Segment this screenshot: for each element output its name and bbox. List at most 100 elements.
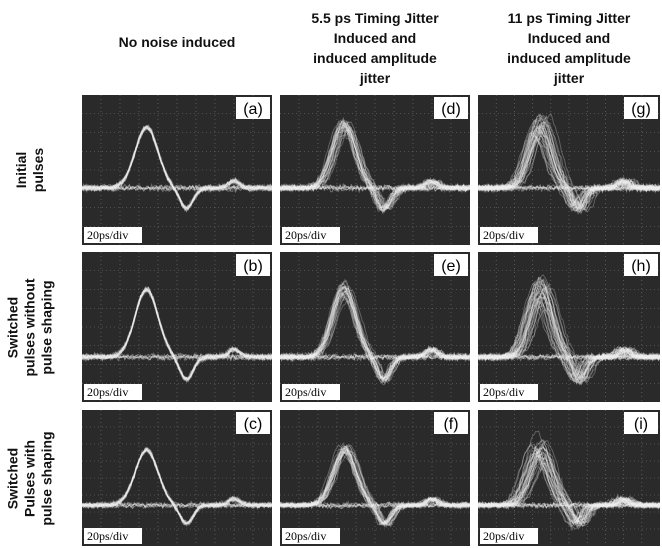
scope-panel: (e) 20ps/div [280, 252, 470, 402]
trace [478, 430, 660, 532]
trace [280, 121, 470, 209]
trace [478, 139, 660, 205]
baseline-trace [82, 352, 272, 362]
baseline-trace [478, 182, 660, 193]
baseline-trace [280, 501, 470, 510]
trace [478, 116, 660, 212]
trace [82, 287, 272, 384]
trace [280, 128, 470, 209]
trace [280, 446, 470, 526]
trace [478, 278, 660, 386]
baseline-trace [280, 500, 470, 509]
trace [478, 119, 660, 212]
trace [478, 461, 660, 521]
baseline-trace [280, 183, 470, 194]
trace [280, 285, 470, 382]
scale-box [480, 227, 538, 243]
baseline-trace [82, 183, 272, 193]
scale-label: 20ps/div [87, 228, 128, 242]
trace [82, 449, 272, 524]
trace [280, 279, 470, 384]
trace [478, 124, 660, 212]
trace [280, 446, 470, 529]
trace [280, 287, 470, 381]
trace [280, 121, 470, 214]
trace [478, 447, 660, 529]
trace [280, 120, 470, 212]
trace [478, 283, 660, 386]
trace [478, 446, 660, 525]
label-box [434, 254, 468, 276]
trace [478, 290, 660, 381]
baseline-trace [478, 352, 660, 362]
trace [280, 443, 470, 527]
header-line: pulses [30, 147, 46, 193]
trace [280, 448, 470, 524]
trace [280, 282, 470, 385]
trace [478, 454, 660, 525]
scope-panel: (f) 20ps/div [280, 410, 470, 546]
trace [280, 125, 470, 210]
baseline-trace [478, 182, 660, 194]
trace [280, 285, 470, 384]
baseline-trace [280, 500, 470, 510]
trace [478, 283, 660, 384]
header-line: pulse shaping [38, 430, 55, 526]
trace [478, 278, 660, 383]
scope-panel: (g) 20ps/div [478, 95, 660, 245]
trace [478, 282, 660, 381]
trace [280, 451, 470, 526]
trace [280, 448, 470, 525]
panel-label: (f) [443, 416, 458, 433]
trace [478, 129, 660, 209]
trace [82, 447, 272, 525]
trace [280, 119, 470, 212]
trace [478, 131, 660, 208]
trace [280, 125, 470, 211]
trace [82, 286, 272, 381]
trace [82, 448, 272, 525]
trace [478, 125, 660, 210]
trace [280, 293, 470, 381]
baseline-trace [280, 351, 470, 362]
trace [478, 126, 660, 209]
trace [478, 293, 660, 379]
trace [478, 119, 660, 212]
trace [280, 125, 470, 209]
trace [82, 449, 272, 525]
baseline-trace [478, 500, 660, 510]
trace [82, 289, 272, 380]
baseline-trace [280, 500, 470, 510]
column-header: 5.5 ps Timing Jitter Induced and induced a… [280, 8, 470, 88]
trace [82, 447, 272, 524]
trace [478, 452, 660, 525]
trace [478, 448, 660, 525]
baseline-trace [82, 352, 272, 362]
baseline-trace [478, 501, 660, 510]
trace [478, 130, 660, 208]
trace [478, 122, 660, 210]
column-header: 11 ps Timing Jitter Induced and induced am… [478, 8, 660, 88]
trace [478, 445, 660, 528]
trace [82, 447, 272, 525]
trace [82, 287, 272, 379]
trace [82, 124, 272, 209]
baseline-trace [280, 183, 470, 193]
trace [478, 443, 660, 527]
trace [478, 122, 660, 210]
trace [280, 447, 470, 526]
trace [280, 278, 470, 385]
trace [82, 446, 272, 526]
trace [280, 293, 470, 379]
trace [478, 295, 660, 380]
baseline-trace [82, 501, 272, 510]
trace [478, 274, 660, 386]
header-line: pulses without [21, 278, 38, 376]
trace [478, 301, 660, 376]
panel-label: (a) [243, 101, 263, 118]
trace [280, 454, 470, 525]
baseline-trace [478, 352, 660, 363]
trace [82, 288, 272, 381]
trace [478, 282, 660, 383]
